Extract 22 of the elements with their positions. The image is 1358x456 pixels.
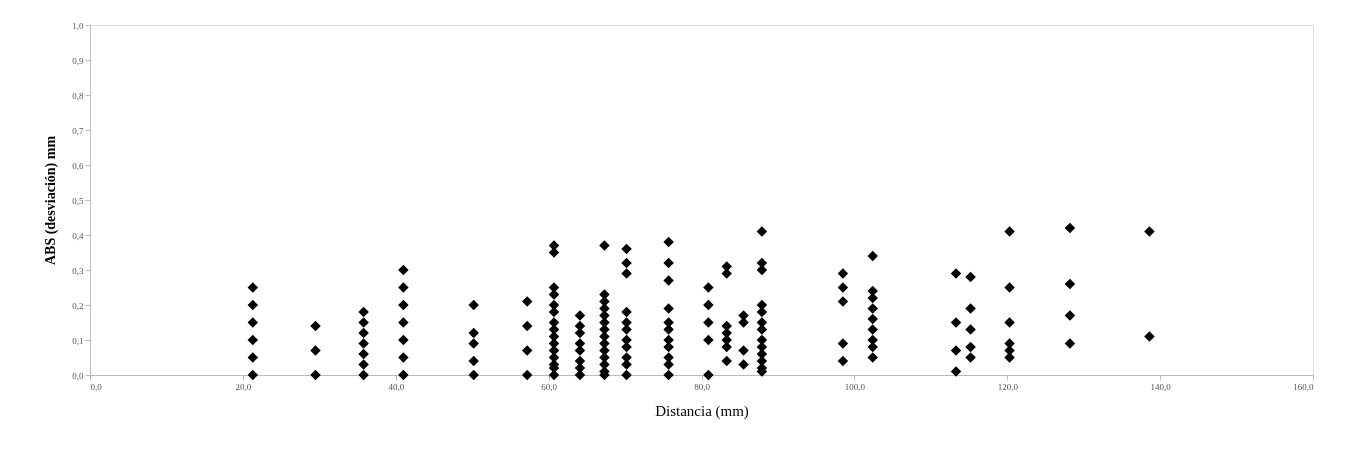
x-tick-label: 120,0 [997, 381, 1019, 392]
y-tick-label: 0,5 [72, 195, 84, 206]
y-tick-label: 0,7 [72, 125, 84, 136]
y-tick-label: 1,0 [72, 20, 84, 31]
x-tick-label: 100,0 [844, 381, 866, 392]
y-tick-label: 0,1 [72, 335, 84, 346]
y-axis-title: ABS (desviación) mm [43, 135, 60, 266]
x-tick-label: 0,0 [90, 381, 103, 392]
x-tick-label: 60,0 [541, 381, 558, 392]
y-tick-label: 0,6 [72, 160, 84, 171]
x-axis-title: Distancia (mm) [655, 402, 749, 420]
y-tick-label: 0,0 [72, 370, 84, 381]
x-tick-label: 80,0 [694, 381, 711, 392]
y-tick-label: 0,9 [72, 55, 84, 66]
x-tick-label: 40,0 [388, 381, 405, 392]
x-tick-label: 140,0 [1150, 381, 1172, 392]
x-tick-label: 160,0 [1293, 381, 1314, 392]
x-tick-label: 20,0 [235, 381, 252, 392]
y-tick-label: 0,8 [72, 90, 84, 101]
y-tick-label: 0,3 [72, 265, 84, 276]
y-tick-label: 0,4 [72, 230, 84, 241]
y-tick-label: 0,2 [72, 300, 84, 311]
